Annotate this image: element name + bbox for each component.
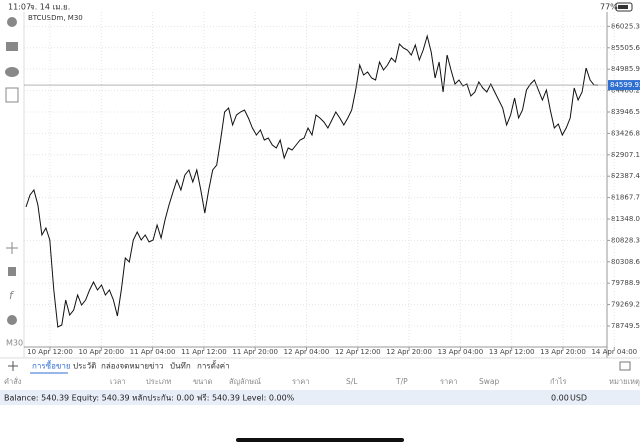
balance-currency: USD (570, 394, 587, 403)
x-tick-label: 10 Apr 12:00 (27, 348, 73, 356)
tab[interactable]: การซื้อขาย (32, 360, 71, 371)
add-button[interactable] (8, 361, 18, 371)
timeframe[interactable]: M30 (6, 339, 23, 348)
chat-icon[interactable] (5, 67, 19, 77)
tab[interactable]: ข่าว (149, 362, 163, 371)
x-tick-label: 11 Apr 20:00 (232, 348, 278, 356)
column-header: สัญลักษณ์ (229, 377, 261, 386)
x-tick-label: 11 Apr 12:00 (181, 348, 227, 356)
y-tick-label: 84985.90 (611, 65, 640, 73)
balance-bar (0, 390, 640, 405)
status-time: 11:07 (8, 3, 31, 12)
x-tick-label: 10 Apr 20:00 (78, 348, 124, 356)
column-header: S/L (346, 377, 358, 386)
y-tick-label: 78749.50 (611, 322, 640, 330)
battery-level (618, 5, 628, 9)
y-tick-label: 85505.60 (611, 44, 640, 52)
indicator-icon[interactable] (8, 267, 16, 276)
column-header: ขนาด (193, 377, 212, 386)
x-tick-label: 12 Apr 20:00 (386, 348, 432, 356)
y-tick-label: 86025.30 (611, 22, 640, 30)
y-tick-label: 79269.20 (611, 301, 640, 309)
y-tick-label: 82907.10 (611, 151, 640, 159)
status-date: จ. 14 เม.ย. (30, 3, 70, 12)
tab[interactable]: การตั้งค่า (197, 360, 230, 371)
balance-profit: 0.00 (551, 394, 569, 403)
y-tick-label: 81348.00 (611, 215, 640, 223)
layout-button[interactable] (619, 361, 631, 371)
current-price-label: 84599.92 (610, 81, 640, 89)
x-tick-label: 14 Apr 04:00 (591, 348, 637, 356)
crosshair-icon[interactable] (6, 242, 18, 254)
column-header: เวลา (110, 377, 126, 386)
y-tick-label: 83426.80 (611, 129, 640, 137)
table-header: คำสั่ง เวลา ประเภท ขนาด สัญลักษณ์ ราคา S/L T/P ร… (4, 376, 640, 386)
plot: 86025.30 85505.60 84985.90 84466.20 83946.50… (24, 12, 640, 356)
tab[interactable]: ประวัติ (73, 362, 96, 371)
column-header: T/P (395, 377, 408, 386)
objects-icon[interactable] (7, 315, 17, 325)
y-tick-label: 84466.20 (611, 87, 640, 95)
tab[interactable]: กล่องจดหมาย (101, 362, 149, 371)
battery-icon (615, 2, 633, 12)
x-tick-label: 13 Apr 04:00 (438, 348, 484, 356)
account-icon[interactable] (7, 17, 17, 27)
balance-text: Balance: 540.39 Equity: 540.39 หลักประกั… (4, 394, 295, 403)
tabs: การซื้อขาย ประวัติ กล่องจดหมาย ข่าว บันทึก กา… (30, 360, 230, 374)
y-tick-label: 83946.50 (611, 108, 640, 116)
current-price-box (608, 80, 640, 91)
home-indicator (236, 438, 404, 442)
column-header: คำสั่ง (4, 376, 22, 386)
price-line (25, 34, 599, 328)
x-tick-label: 13 Apr 12:00 (489, 348, 535, 356)
column-header: Swap (479, 377, 499, 386)
x-tick-label: 13 Apr 20:00 (540, 348, 586, 356)
x-tick-label: 12 Apr 12:00 (335, 348, 381, 356)
trade-icon[interactable] (6, 42, 18, 51)
chart-symbol: BTCUSDm, M30 (28, 14, 83, 22)
y-tick-label: 82387.40 (611, 172, 640, 180)
column-header: ประเภท (146, 377, 171, 386)
sidebar: f (5, 17, 19, 325)
column-header: หมายเหตุ (609, 377, 640, 386)
x-tick-label: 11 Apr 04:00 (130, 348, 176, 356)
column-header: กำไร (550, 377, 567, 386)
y-tick-label: 80828.30 (611, 236, 640, 244)
y-tick-label: 80308.60 (611, 258, 640, 266)
column-header: ราคา (440, 377, 457, 386)
y-tick-label: 81867.70 (611, 194, 640, 202)
column-header: ราคา (292, 377, 309, 386)
status-battery: 77% (600, 3, 618, 12)
y-tick-label: 79788.90 (611, 279, 640, 287)
tab[interactable]: บันทึก (170, 362, 191, 371)
function-icon[interactable]: f (9, 289, 15, 302)
x-tick-label: 12 Apr 04:00 (284, 348, 330, 356)
add-chart-icon[interactable] (5, 87, 19, 103)
